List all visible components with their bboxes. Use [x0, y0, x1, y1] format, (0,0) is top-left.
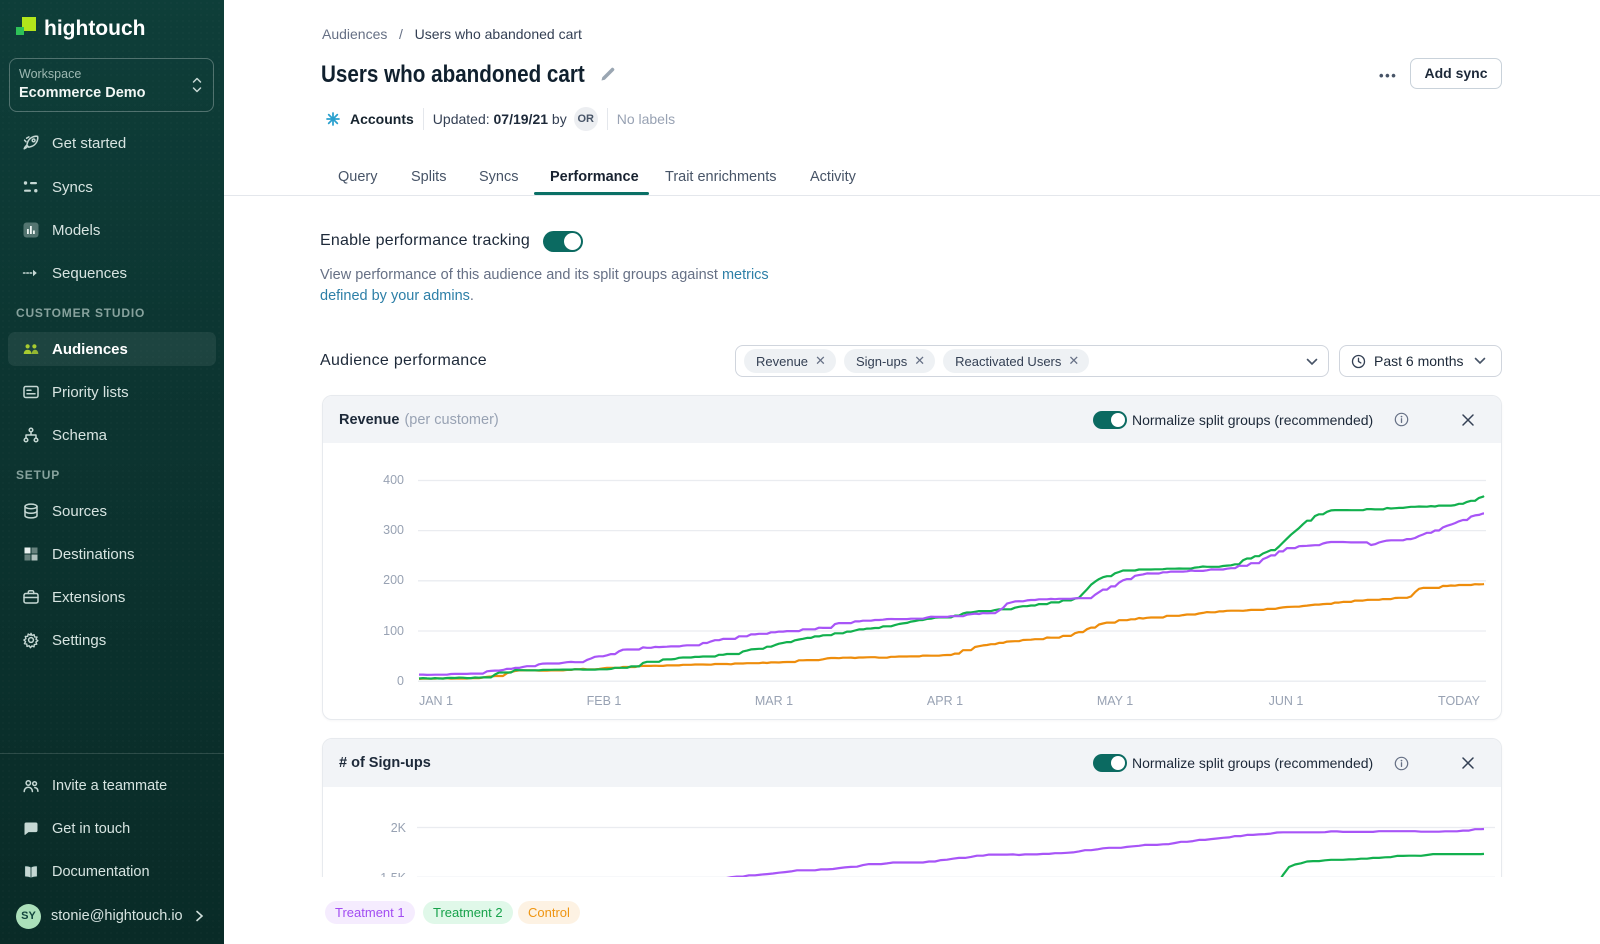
svg-text:hightouch: hightouch [44, 17, 145, 40]
